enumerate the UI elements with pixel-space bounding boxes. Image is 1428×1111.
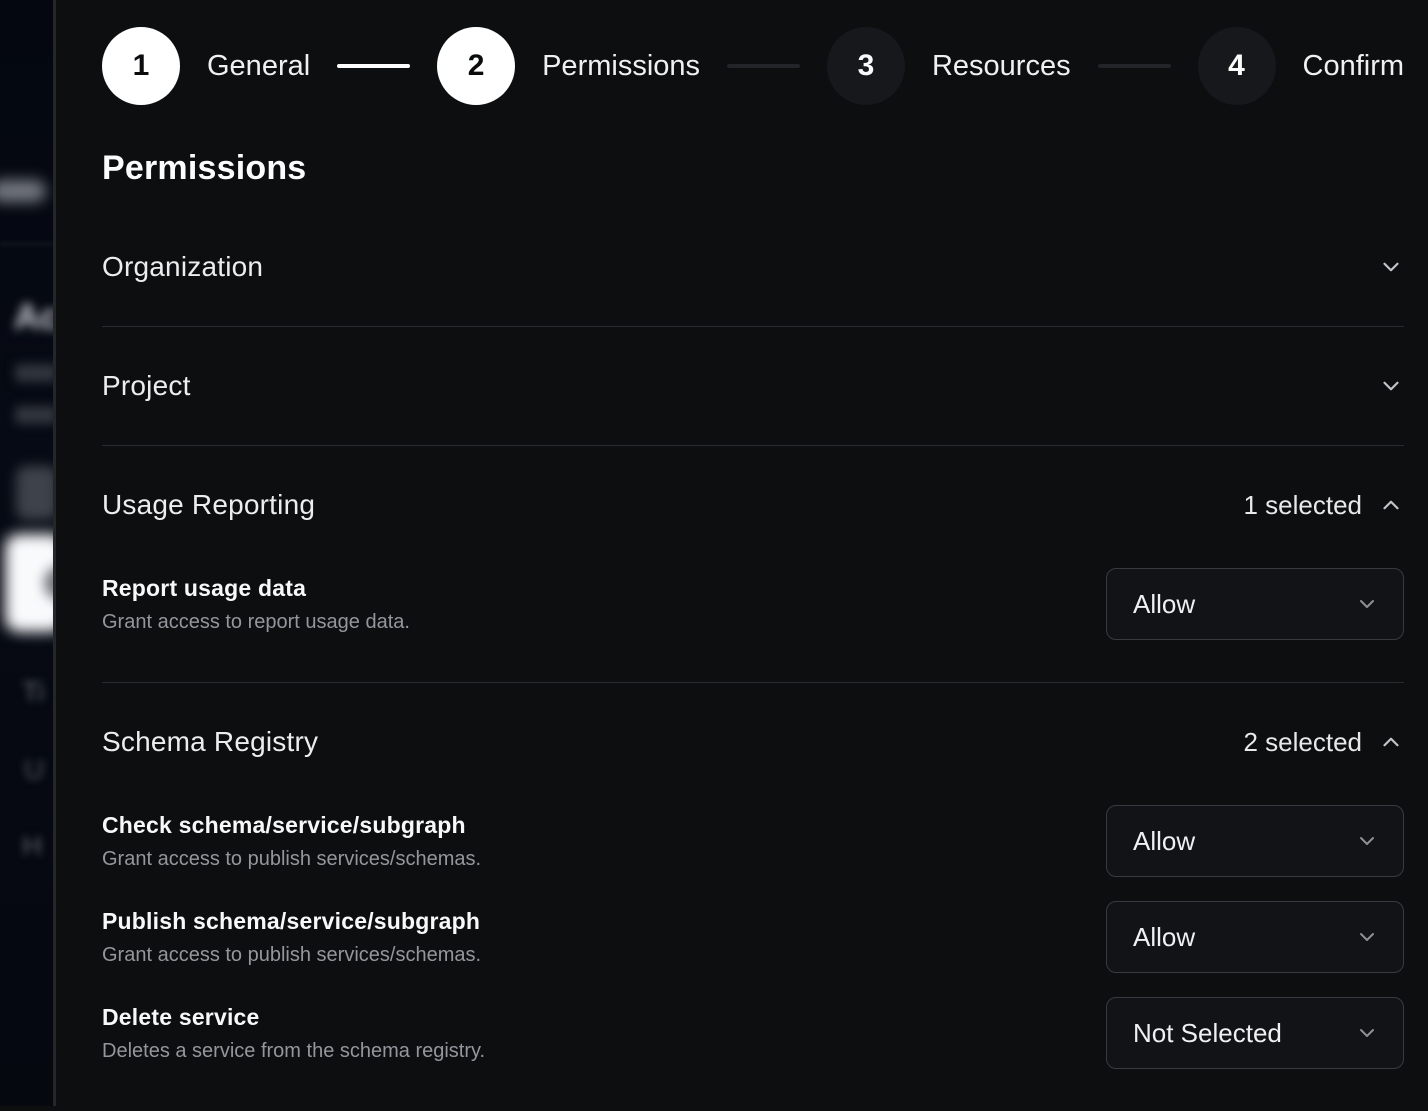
- step-label: General: [207, 49, 311, 82]
- section-usage-reporting-toggle[interactable]: Usage Reporting 1 selected: [102, 488, 1404, 522]
- chevron-down-icon: [1355, 592, 1379, 616]
- permission-select[interactable]: Allow: [1106, 568, 1404, 640]
- step-resources[interactable]: 3 Resources: [826, 27, 1071, 105]
- chevron-down-icon: [1378, 254, 1404, 280]
- section-schema-registry: Schema Registry 2 selected Check schema/…: [102, 683, 1404, 1111]
- selected-count-badge: 2 selected: [1243, 726, 1362, 757]
- section-schema-registry-toggle[interactable]: Schema Registry 2 selected: [102, 725, 1404, 759]
- step-general[interactable]: 1 General: [102, 27, 310, 105]
- permission-description: Grant access to report usage data.: [102, 610, 410, 633]
- permission-sections: Organization Project Usage Reporting 1 s…: [102, 208, 1404, 1111]
- sidebar-blur-text: H: [22, 830, 43, 861]
- section-title: Usage Reporting: [102, 489, 316, 520]
- chevron-down-icon: [1355, 1021, 1379, 1045]
- section-title: Schema Registry: [102, 726, 319, 757]
- permission-description: Deletes a service from the schema regist…: [102, 1039, 486, 1062]
- chevron-down-icon: [1378, 373, 1404, 399]
- permission-select[interactable]: Not Selected: [1106, 997, 1404, 1069]
- sidebar-blur-text: U: [24, 754, 45, 785]
- step-permissions[interactable]: 2 Permissions: [437, 27, 700, 105]
- permission-title: Publish schema/service/subgraph: [102, 907, 481, 934]
- select-value: Allow: [1133, 825, 1196, 856]
- step-number-badge: 1: [102, 27, 180, 105]
- step-connector: [727, 64, 800, 68]
- chevron-up-icon: [1378, 492, 1404, 518]
- permission-row: Publish schema/service/subgraph Grant ac…: [102, 901, 1404, 973]
- permission-title: Delete service: [102, 1003, 260, 1030]
- section-project: Project: [102, 327, 1404, 446]
- section-organization: Organization: [102, 208, 1404, 327]
- select-value: Allow: [1133, 588, 1196, 619]
- permission-description: Grant access to publish services/schemas…: [102, 943, 482, 966]
- permission-title: Report usage data: [102, 574, 307, 601]
- permission-description: Grant access to publish services/schemas…: [102, 847, 482, 870]
- section-organization-toggle[interactable]: Organization: [102, 250, 1404, 284]
- step-connector: [337, 64, 411, 68]
- sidebar-blur-text: Ti: [22, 676, 45, 707]
- sidebar-blur-text: Ac: [14, 296, 53, 337]
- section-project-toggle[interactable]: Project: [102, 369, 1404, 403]
- step-label: Permissions: [542, 49, 701, 82]
- sidebar-blur-divider: [0, 243, 53, 245]
- step-number-badge: 2: [437, 27, 516, 105]
- permission-row: Delete service Deletes a service from th…: [102, 997, 1404, 1069]
- background-sidebar: Ac Ti U H: [0, 0, 53, 1106]
- step-connector: [1097, 64, 1171, 68]
- sidebar-blur-square: [16, 466, 53, 520]
- permission-title: Check schema/service/subgraph: [102, 811, 466, 838]
- step-label: Resources: [931, 49, 1071, 82]
- permission-row: Report usage data Grant access to report…: [102, 568, 1404, 640]
- permission-row: Check schema/service/subgraph Grant acce…: [102, 805, 1404, 877]
- page-title: Permissions: [102, 149, 307, 187]
- chevron-down-icon: [1355, 829, 1379, 853]
- step-label: Confirm: [1302, 49, 1405, 82]
- step-confirm[interactable]: 4 Confirm: [1197, 27, 1405, 105]
- permission-select[interactable]: Allow: [1106, 901, 1404, 973]
- select-value: Not Selected: [1133, 1017, 1282, 1048]
- permission-select[interactable]: Allow: [1106, 805, 1404, 877]
- section-usage-reporting: Usage Reporting 1 selected Report usage …: [102, 446, 1404, 683]
- select-value: Allow: [1133, 921, 1196, 952]
- sidebar-blur-pill: [0, 180, 46, 202]
- create-key-wizard-panel: 1 General 2 Permissions 3 Resources 4 Co…: [56, 0, 1428, 1106]
- sidebar-blur-circle: [44, 566, 53, 600]
- chevron-up-icon: [1378, 729, 1404, 755]
- panel-left-border: [53, 0, 56, 1106]
- wizard-stepper: 1 General 2 Permissions 3 Resources 4 Co…: [102, 27, 1404, 105]
- chevron-down-icon: [1355, 925, 1379, 949]
- step-number-badge: 4: [1197, 27, 1276, 105]
- selected-count-badge: 1 selected: [1243, 489, 1362, 520]
- step-number-badge: 3: [826, 27, 905, 105]
- section-title: Project: [102, 370, 191, 401]
- section-title: Organization: [102, 251, 264, 282]
- sidebar-blur-line: [15, 406, 53, 424]
- sidebar-blur-line: [15, 364, 53, 382]
